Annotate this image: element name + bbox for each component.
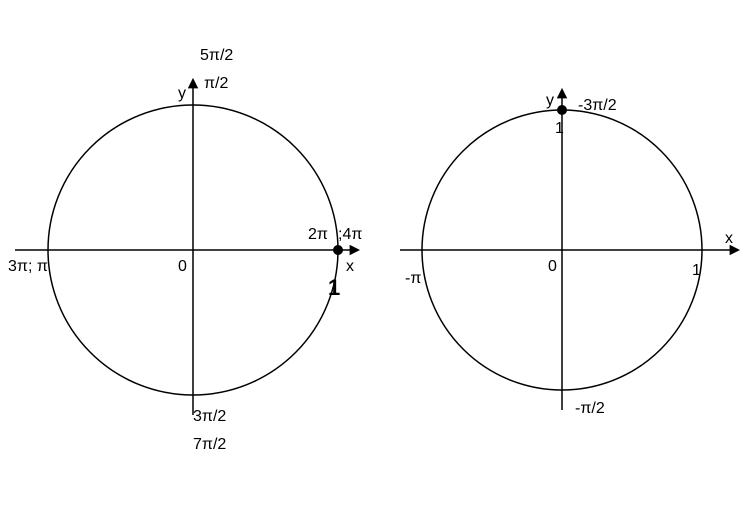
right-circle-marked-point xyxy=(557,105,567,115)
left-circle-marked-point xyxy=(333,245,343,255)
left-circle-label-y_axis: y xyxy=(178,85,186,103)
right-circle-label-neg_pi: -π xyxy=(405,270,421,288)
right-circle-label-one_top: 1 xyxy=(555,120,564,138)
right-circle-label-x_axis: x xyxy=(725,230,733,248)
left-circle-label-right2: ;4π xyxy=(338,226,362,244)
right-circle-label-top_r: -3π/2 xyxy=(578,97,617,115)
left-circle-label-origin: 0 xyxy=(178,258,187,276)
left-circle-label-left: 3π; π xyxy=(8,258,48,276)
left-circle-label-bot1: 3π/2 xyxy=(193,408,226,426)
unit-circles-svg xyxy=(0,0,750,521)
left-circle-label-bot2: 7π/2 xyxy=(193,436,226,454)
right-circle-label-bot: -π/2 xyxy=(575,400,605,418)
left-circle-label-top1: 5π/2 xyxy=(200,47,233,65)
left-circle-label-top2: π/2 xyxy=(204,75,228,93)
right-circle-label-origin: 0 xyxy=(548,258,557,276)
right-circle-label-one_r: 1 xyxy=(692,262,701,280)
left-circle-label-x_axis: x xyxy=(346,258,354,276)
right-circle-label-y_axis: y xyxy=(546,92,554,110)
left-circle-label-one: 1 xyxy=(328,275,340,301)
left-circle-label-right1: 2π xyxy=(308,226,328,244)
